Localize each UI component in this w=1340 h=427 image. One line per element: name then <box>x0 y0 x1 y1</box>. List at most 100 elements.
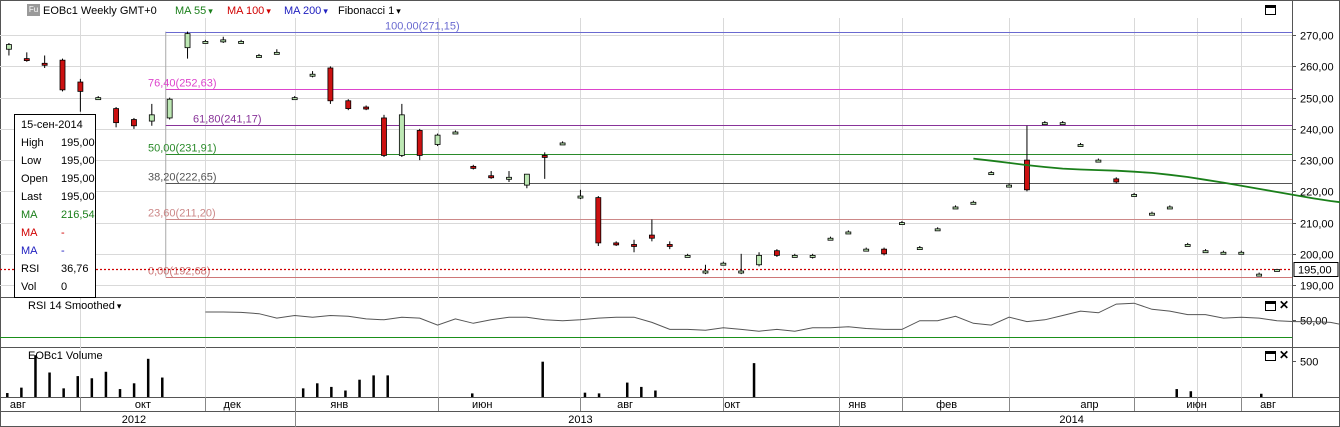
month-label: июн <box>472 399 492 411</box>
price-tick-label: 230,00 <box>1300 156 1334 168</box>
info-row: MA - <box>21 244 65 258</box>
candle-body <box>577 195 584 199</box>
candle-body <box>934 228 941 232</box>
candle-body <box>381 117 387 156</box>
candle-body <box>648 234 655 239</box>
fibonacci-level-label: 0,00(192,68) <box>148 266 210 278</box>
price-tick-label: 270,00 <box>1300 31 1334 43</box>
volume-bar <box>104 371 108 397</box>
month-label: авг <box>617 399 633 411</box>
maximize-price-pane-icon[interactable] <box>1265 5 1276 15</box>
volume-bar <box>752 363 756 397</box>
info-row: Last 195,00 <box>21 190 95 204</box>
candle-body <box>881 248 887 255</box>
month-label: янв <box>848 399 866 411</box>
info-label: MA <box>21 209 38 221</box>
candle-body <box>309 73 316 77</box>
candle-body <box>827 237 834 241</box>
volume-bar <box>372 375 375 397</box>
info-value: - <box>61 227 65 239</box>
candle-body <box>952 206 959 210</box>
fu-icon[interactable]: Fu <box>27 4 40 16</box>
candle-body <box>845 231 852 235</box>
volume-bar <box>654 390 657 397</box>
candle-body <box>684 254 691 258</box>
month-label: янв <box>330 399 348 411</box>
info-row: MA - <box>21 226 65 240</box>
maximize-volume-pane-icon[interactable] <box>1265 351 1276 361</box>
price-tick-label: 240,00 <box>1300 125 1334 137</box>
fibonacci-level-label: 23,60(211,20) <box>148 208 216 220</box>
candle-body <box>131 119 137 127</box>
candle-body <box>273 51 280 55</box>
year-label: 2012 <box>122 414 146 426</box>
volume-bar <box>597 393 601 397</box>
info-label: Open <box>21 173 48 185</box>
candle-body <box>988 172 995 176</box>
instrument-title: EOBc1 Weekly GMT+0 <box>43 5 157 17</box>
candle-body <box>970 201 977 205</box>
volume-bar <box>118 389 122 397</box>
candle-body <box>452 131 459 135</box>
candle-body <box>631 244 637 247</box>
fibonacci-dropdown[interactable]: Fibonacci 1 <box>338 4 401 18</box>
candle-body <box>184 33 191 49</box>
candle-body <box>1274 269 1280 272</box>
info-value: 0 <box>61 281 68 293</box>
info-value: 216,54 <box>61 209 95 221</box>
volume-bar <box>471 393 474 397</box>
close-volume-pane-icon[interactable]: ✕ <box>1279 348 1290 362</box>
volume-bar <box>48 372 51 397</box>
volume-bar <box>132 383 136 397</box>
volume-tick-label: 500 <box>1300 357 1318 369</box>
candle-body <box>523 173 530 186</box>
volume-bar <box>1189 391 1193 397</box>
info-label: RSI <box>21 263 40 275</box>
info-box: 15-сен-2014 High 195,00 Low 195,00 Open 195,00… <box>14 114 96 298</box>
volume-bar <box>1260 393 1263 397</box>
price-tick-label: 260,00 <box>1300 62 1334 74</box>
volume-bar <box>34 355 37 397</box>
candle-body <box>1238 251 1245 255</box>
candle-body <box>77 81 84 92</box>
candle-body <box>506 176 512 180</box>
candle-body <box>541 155 548 158</box>
volume-bar <box>583 392 587 397</box>
candle-body <box>95 97 102 101</box>
info-row: Open 195,00 <box>21 172 95 186</box>
volume-bar <box>62 388 65 397</box>
ma55-dropdown[interactable]: MA 55 <box>175 4 213 18</box>
candle-body <box>416 130 423 156</box>
ma200-dropdown[interactable]: MA 200 <box>284 4 328 18</box>
volume-bar <box>330 386 333 397</box>
candle-body <box>434 134 441 145</box>
volume-bar <box>316 383 319 397</box>
candle-body <box>666 244 673 247</box>
candle-body <box>1256 273 1263 277</box>
ma100-dropdown[interactable]: MA 100 <box>227 4 271 18</box>
candle-body <box>6 44 12 50</box>
info-row: High 195,00 <box>21 136 95 150</box>
rsi-title[interactable]: RSI 14 Smoothed <box>28 299 121 313</box>
candle-body <box>202 41 209 44</box>
info-label: Last <box>21 191 42 203</box>
volume-bar <box>640 386 643 397</box>
close-rsi-pane-icon[interactable]: ✕ <box>1279 298 1290 312</box>
price-tick-label: 200,00 <box>1300 250 1334 262</box>
candle-body <box>738 270 745 274</box>
year-label: 2013 <box>568 414 592 426</box>
candle-body <box>113 108 119 124</box>
fibonacci-level-label: 61,80(241,17) <box>193 114 262 126</box>
price-tick-label: 220,00 <box>1300 187 1334 199</box>
candle-body <box>1166 206 1173 210</box>
volume-bar <box>146 358 150 397</box>
price-tick-label: 190,00 <box>1300 281 1334 293</box>
maximize-rsi-pane-icon[interactable] <box>1265 301 1276 311</box>
info-label: Low <box>21 155 42 167</box>
price-tick-label: 210,00 <box>1300 219 1334 231</box>
candle-body <box>1184 244 1191 247</box>
candle-body <box>791 254 798 258</box>
candle-body <box>613 242 620 246</box>
candle-body <box>238 41 245 44</box>
